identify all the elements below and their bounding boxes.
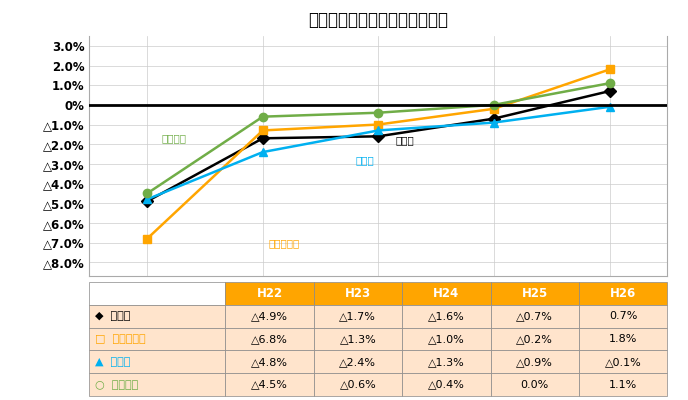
Text: H26: H26 bbox=[610, 287, 636, 300]
FancyBboxPatch shape bbox=[491, 282, 579, 305]
Title: 圈域別住宅地の年間変動率推移: 圈域別住宅地の年間変動率推移 bbox=[308, 11, 449, 29]
FancyBboxPatch shape bbox=[491, 373, 579, 396]
FancyBboxPatch shape bbox=[314, 282, 402, 305]
FancyBboxPatch shape bbox=[89, 373, 225, 396]
Text: 0.0%: 0.0% bbox=[521, 380, 549, 390]
FancyBboxPatch shape bbox=[402, 305, 491, 328]
FancyBboxPatch shape bbox=[314, 305, 402, 328]
Text: 1.8%: 1.8% bbox=[609, 334, 637, 344]
Text: ◆  東京圈: ◆ 東京圈 bbox=[95, 311, 131, 321]
Text: △4.5%: △4.5% bbox=[251, 380, 288, 390]
Text: △0.2%: △0.2% bbox=[516, 334, 553, 344]
FancyBboxPatch shape bbox=[491, 350, 579, 373]
FancyBboxPatch shape bbox=[579, 328, 667, 350]
FancyBboxPatch shape bbox=[579, 305, 667, 328]
Text: △0.7%: △0.7% bbox=[516, 311, 553, 321]
FancyBboxPatch shape bbox=[579, 373, 667, 396]
FancyBboxPatch shape bbox=[225, 350, 314, 373]
Text: H23: H23 bbox=[345, 287, 371, 300]
Text: △1.7%: △1.7% bbox=[339, 311, 376, 321]
Text: 東京都区部: 東京都区部 bbox=[268, 238, 300, 248]
Text: H24: H24 bbox=[433, 287, 460, 300]
Text: △4.9%: △4.9% bbox=[251, 311, 288, 321]
Text: △0.6%: △0.6% bbox=[339, 380, 376, 390]
Text: H22: H22 bbox=[257, 287, 283, 300]
Text: 名古屋圈: 名古屋圈 bbox=[161, 133, 186, 143]
FancyBboxPatch shape bbox=[579, 350, 667, 373]
FancyBboxPatch shape bbox=[89, 350, 225, 373]
Text: 東京圈: 東京圈 bbox=[396, 135, 414, 145]
FancyBboxPatch shape bbox=[402, 282, 491, 305]
FancyBboxPatch shape bbox=[314, 373, 402, 396]
Text: H25: H25 bbox=[522, 287, 548, 300]
Text: □  東京都区部: □ 東京都区部 bbox=[95, 334, 146, 344]
Text: △1.3%: △1.3% bbox=[428, 357, 464, 367]
FancyBboxPatch shape bbox=[314, 350, 402, 373]
Text: △0.9%: △0.9% bbox=[516, 357, 553, 367]
FancyBboxPatch shape bbox=[491, 328, 579, 350]
Text: △2.4%: △2.4% bbox=[339, 357, 376, 367]
FancyBboxPatch shape bbox=[225, 328, 314, 350]
FancyBboxPatch shape bbox=[402, 373, 491, 396]
Text: △0.4%: △0.4% bbox=[428, 380, 464, 390]
FancyBboxPatch shape bbox=[491, 305, 579, 328]
FancyBboxPatch shape bbox=[225, 282, 314, 305]
Text: △0.1%: △0.1% bbox=[605, 357, 641, 367]
FancyBboxPatch shape bbox=[89, 305, 225, 328]
FancyBboxPatch shape bbox=[89, 282, 225, 305]
Text: △4.8%: △4.8% bbox=[251, 357, 288, 367]
FancyBboxPatch shape bbox=[402, 350, 491, 373]
FancyBboxPatch shape bbox=[579, 282, 667, 305]
Text: △6.8%: △6.8% bbox=[251, 334, 288, 344]
Text: 0.7%: 0.7% bbox=[609, 311, 637, 321]
FancyBboxPatch shape bbox=[314, 328, 402, 350]
Text: △1.3%: △1.3% bbox=[339, 334, 376, 344]
Text: ○  名古屋圈: ○ 名古屋圈 bbox=[95, 380, 138, 390]
FancyBboxPatch shape bbox=[89, 328, 225, 350]
FancyBboxPatch shape bbox=[225, 373, 314, 396]
FancyBboxPatch shape bbox=[225, 305, 314, 328]
Text: 1.1%: 1.1% bbox=[609, 380, 637, 390]
FancyBboxPatch shape bbox=[402, 328, 491, 350]
Text: △1.6%: △1.6% bbox=[428, 311, 464, 321]
Text: ▲  大阪圈: ▲ 大阪圈 bbox=[95, 357, 131, 367]
Text: 大阪圈: 大阪圈 bbox=[355, 155, 374, 165]
Text: △1.0%: △1.0% bbox=[428, 334, 464, 344]
